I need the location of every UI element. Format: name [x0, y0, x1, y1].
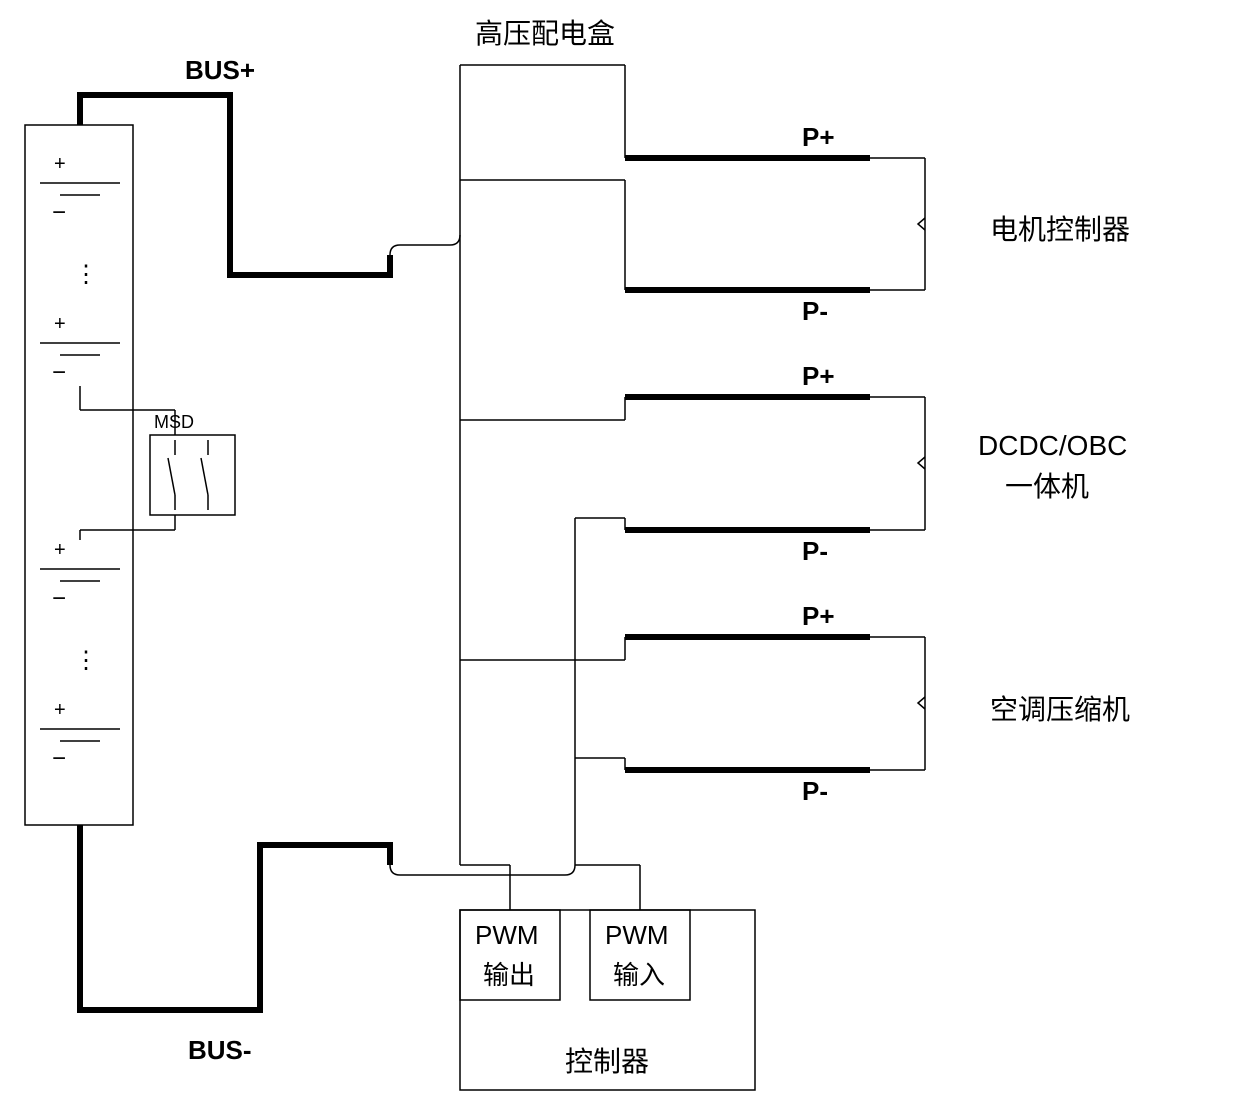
p-minus-label: P- [802, 536, 828, 567]
connector-notch [918, 697, 925, 709]
minus-sign: − [52, 585, 66, 612]
minus-sign: − [52, 745, 66, 772]
minus-sign: − [52, 199, 66, 226]
controller-label: 控制器 [565, 1040, 649, 1080]
msd-blade [168, 458, 175, 495]
p-plus-label: P+ [802, 361, 835, 392]
p-minus-label: P- [802, 296, 828, 327]
dcdc-label-line1: DCDC/OBC [978, 430, 1127, 462]
bus-plus-entry [390, 235, 460, 255]
pwm-in-label2: 输入 [613, 955, 665, 992]
pwm-out-label1: PWM [475, 920, 539, 951]
p-minus-label: P- [802, 776, 828, 807]
ac-compressor-label: 空调压缩机 [990, 688, 1130, 728]
motor-controller-label: 电机控制器 [990, 208, 1130, 248]
msd-label: MSD [154, 412, 194, 433]
plus-sign: + [54, 699, 66, 721]
connector-notch [918, 457, 925, 469]
battery-box [25, 125, 133, 825]
plus-sign: + [54, 539, 66, 561]
bus-minus-entry [390, 865, 575, 875]
bus-minus-label: BUS- [188, 1035, 252, 1066]
minus-sign: − [52, 359, 66, 386]
p-plus-label: P+ [802, 122, 835, 153]
connector-notch [918, 218, 925, 230]
bus-plus-line [80, 95, 390, 275]
title-label: 高压配电盒 [475, 12, 615, 52]
dcdc-label-line2: 一体机 [1005, 465, 1089, 505]
msd-blade [201, 458, 208, 495]
plus-sign: + [54, 313, 66, 335]
battery-dots: ⋮ [74, 647, 98, 674]
battery-dots: ⋮ [74, 261, 98, 288]
bus-minus-line [80, 825, 390, 1010]
pwm-in-label1: PWM [605, 920, 669, 951]
bus-plus-label: BUS+ [185, 55, 255, 86]
msd-box [150, 435, 235, 515]
plus-sign: + [54, 153, 66, 175]
pwm-out-label2: 输出 [483, 955, 535, 992]
p-plus-label: P+ [802, 601, 835, 632]
